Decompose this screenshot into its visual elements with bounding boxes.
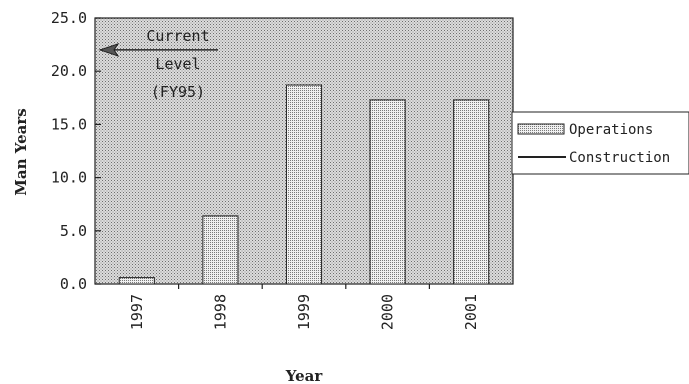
legend-box	[511, 111, 689, 175]
bar-1997	[118, 277, 155, 285]
legend-label-construction: Construction	[569, 150, 670, 166]
y-tick-label: 20.0	[51, 62, 87, 80]
legend-label-operations: Operations	[569, 122, 653, 138]
bar-2001	[453, 99, 490, 285]
y-tick-label: 0.0	[60, 275, 87, 293]
legend-swatch-operations	[517, 123, 565, 135]
bars-group	[118, 84, 490, 285]
current-level-annotation: Current Level (FY95)	[98, 27, 218, 101]
bar-2000	[369, 99, 406, 285]
x-tick-label: 1999	[295, 294, 313, 330]
current-level-arrow-head	[98, 42, 120, 57]
y-axis-title: Man Years	[12, 108, 30, 195]
y-tick-label: 5.0	[60, 222, 87, 240]
y-tick-label: 10.0	[51, 169, 87, 187]
annotation-line-3: (FY95)	[151, 83, 205, 101]
x-tick-label: 1998	[211, 294, 229, 330]
y-tick-label: 15.0	[51, 115, 87, 133]
x-tick-label: 2000	[379, 294, 397, 330]
x-axis-title: Year	[285, 367, 324, 384]
annotation-line-2: Level	[155, 55, 200, 73]
annotation-line-1: Current	[146, 27, 209, 45]
x-axis: 1997 1998 1999 2000 2001	[128, 284, 480, 330]
bar-1998	[202, 215, 239, 285]
x-tick-label: 2001	[462, 294, 480, 330]
y-tick-label: 25.0	[51, 9, 87, 27]
legend: Operations Construction	[511, 111, 689, 175]
bar-1999	[285, 84, 323, 285]
x-tick-label: 1997	[128, 294, 146, 330]
y-axis: 0.0 5.0 10.0 15.0 20.0 25.0	[51, 9, 101, 293]
